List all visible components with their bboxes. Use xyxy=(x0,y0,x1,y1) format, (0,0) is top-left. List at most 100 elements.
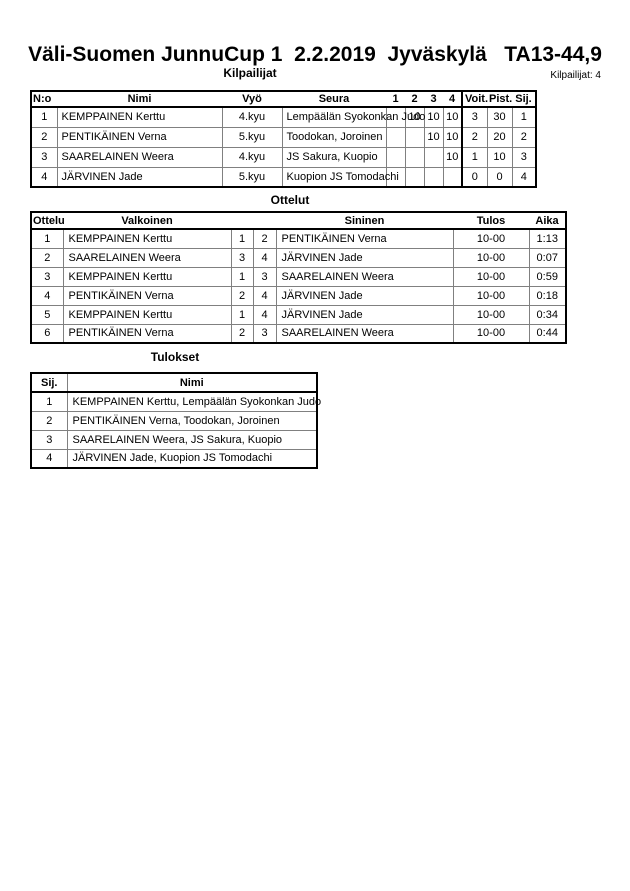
header-round-1: 1 xyxy=(386,91,405,108)
competitors-count-label: Kilpailijat: 4 xyxy=(550,70,601,81)
table-row: 4 PENTIKÄINEN Verna 2 4 JÄRVINEN Jade 10-00 0:… xyxy=(30,285,567,306)
header-sij: Sij. xyxy=(30,373,68,393)
cell-voit: 0 xyxy=(461,166,488,188)
table-header-row: N:o Nimi Vyö Seura 1 2 3 4 Voit. Pist. S… xyxy=(31,91,536,108)
table-row: 5 KEMPPAINEN Kerttu 1 4 JÄRVINEN Jade 10-00 0:… xyxy=(30,304,567,325)
cell-pist: 0 xyxy=(486,166,513,188)
cell-r3: 10 xyxy=(423,126,444,148)
table-row: 6 PENTIKÄINEN Verna 2 3 SAARELAINEN Weera 10-… xyxy=(30,323,567,344)
cell-bnum: 3 xyxy=(252,266,277,287)
cell-sij: 2 xyxy=(30,410,68,431)
cell-valkoinen: KEMPPAINEN Kerttu xyxy=(62,304,232,325)
cell-bnum: 3 xyxy=(252,323,277,344)
cell-no: 4 xyxy=(30,166,58,188)
cell-valkoinen: KEMPPAINEN Kerttu xyxy=(62,228,232,249)
cell-r2 xyxy=(404,126,425,148)
cell-wnum: 2 xyxy=(230,323,254,344)
header-voit: Voit. xyxy=(461,91,488,108)
cell-wnum: 1 xyxy=(230,304,254,325)
cell-r1 xyxy=(385,126,406,148)
cell-tulos: 10-00 xyxy=(452,228,530,249)
table-row: 1 KEMPPAINEN Kerttu 1 2 PENTIKÄINEN Verna 10-… xyxy=(30,228,567,249)
cell-ottelu: 3 xyxy=(30,266,64,287)
cell-bnum: 4 xyxy=(252,304,277,325)
competitors-table: N:o Nimi Vyö Seura 1 2 3 4 Voit. Pist. S… xyxy=(30,90,537,188)
header-tulos: Tulos xyxy=(453,212,529,230)
cell-nimi: PENTIKÄINEN Verna, Toodokan, Joroinen xyxy=(66,410,318,431)
header-aika: Aika xyxy=(529,212,566,230)
cell-no: 2 xyxy=(30,126,58,148)
cell-bnum: 2 xyxy=(252,228,277,249)
cell-aika: 0:59 xyxy=(528,266,567,287)
table-row: 3 SAARELAINEN Weera 4.kyu JS Sakura, Kuopio… xyxy=(30,146,537,168)
cell-vyo: 5.kyu xyxy=(221,126,283,148)
cell-aika: 0:18 xyxy=(528,285,567,306)
cell-nimi: SAARELAINEN Weera, JS Sakura, Kuopio xyxy=(66,429,318,450)
cell-sij: 3 xyxy=(511,146,537,168)
cell-valkoinen: SAARELAINEN Weera xyxy=(62,247,232,268)
section-title-tulokset: Tulokset xyxy=(150,350,200,364)
header-vyo: Vyö xyxy=(222,91,282,108)
cell-sij: 4 xyxy=(30,448,68,469)
table-row: 3 SAARELAINEN Weera, JS Sakura, Kuopio xyxy=(30,429,318,450)
cell-aika: 0:44 xyxy=(528,323,567,344)
cell-nimi: KEMPPAINEN Kerttu, Lempäälän Syokonkan J… xyxy=(66,391,321,412)
cell-r2 xyxy=(404,166,425,188)
cell-voit: 1 xyxy=(461,146,488,168)
cell-pist: 20 xyxy=(486,126,513,148)
section-title-ottelut: Ottelut xyxy=(270,193,310,207)
cell-seura: JS Sakura, Kuopio xyxy=(281,146,387,168)
table-row: 2 SAARELAINEN Weera 3 4 JÄRVINEN Jade 10-00 0:… xyxy=(30,247,567,268)
cell-ottelu: 6 xyxy=(30,323,64,344)
header-ottelu: Ottelu xyxy=(31,212,65,230)
cell-r4: 10 xyxy=(442,126,463,148)
cell-nimi: SAARELAINEN Weera xyxy=(56,146,223,168)
cell-sininen: JÄRVINEN Jade xyxy=(275,304,454,325)
cell-sininen: PENTIKÄINEN Verna xyxy=(275,228,454,249)
cell-tulos: 10-00 xyxy=(452,285,530,306)
cell-r3: 10 xyxy=(423,106,444,128)
cell-aika: 1:13 xyxy=(528,228,567,249)
table-header-row: Ottelu Valkoinen Sininen Tulos Aika xyxy=(31,212,566,230)
cell-r2 xyxy=(404,146,425,168)
matches-table: Ottelu Valkoinen Sininen Tulos Aika 1 KEM… xyxy=(30,211,567,344)
section-title-kilpailijat: Kilpailijat xyxy=(223,66,277,80)
cell-r3 xyxy=(423,166,444,188)
header-valkoinen: Valkoinen xyxy=(63,212,231,230)
cell-nimi: KEMPPAINEN Kerttu xyxy=(56,106,223,128)
header-pist: Pist. xyxy=(487,91,513,108)
cell-tulos: 10-00 xyxy=(452,266,530,287)
cell-aika: 0:34 xyxy=(528,304,567,325)
cell-tulos: 10-00 xyxy=(452,247,530,268)
cell-ottelu: 1 xyxy=(30,228,64,249)
cell-wnum: 3 xyxy=(230,247,254,268)
cell-tulos: 10-00 xyxy=(452,304,530,325)
cell-bnum: 4 xyxy=(252,247,277,268)
cell-ottelu: 5 xyxy=(30,304,64,325)
cell-sininen: SAARELAINEN Weera xyxy=(275,323,454,344)
table-row: 3 KEMPPAINEN Kerttu 1 3 SAARELAINEN Weera 10-… xyxy=(30,266,567,287)
cell-pist: 10 xyxy=(486,146,513,168)
table-row: 2 PENTIKÄINEN Verna 5.kyu Toodokan, Joroine… xyxy=(30,126,537,148)
header-round-3: 3 xyxy=(424,91,443,108)
cell-sij: 2 xyxy=(511,126,537,148)
header-seura: Seura xyxy=(282,91,386,108)
cell-vyo: 4.kyu xyxy=(221,106,283,128)
header-nimi: Nimi xyxy=(66,373,318,393)
cell-valkoinen: PENTIKÄINEN Verna xyxy=(62,285,232,306)
header-nimi: Nimi xyxy=(57,91,222,108)
cell-voit: 2 xyxy=(461,126,488,148)
cell-vyo: 4.kyu xyxy=(221,146,283,168)
table-row: 2 PENTIKÄINEN Verna, Toodokan, Joroinen xyxy=(30,410,318,431)
cell-seura: Kuopion JS Tomodachi xyxy=(281,166,399,188)
cell-sij: 1 xyxy=(511,106,537,128)
cell-nimi: JÄRVINEN Jade xyxy=(56,166,223,188)
header-no: N:o xyxy=(31,91,57,108)
page-title: Väli-Suomen JunnuCup 1 2.2.2019 Jyväskyl… xyxy=(28,43,602,66)
cell-wnum: 1 xyxy=(230,228,254,249)
cell-sij: 4 xyxy=(511,166,537,188)
cell-seura: Toodokan, Joroinen xyxy=(281,126,387,148)
cell-wnum: 1 xyxy=(230,266,254,287)
cell-wnum: 2 xyxy=(230,285,254,306)
cell-ottelu: 4 xyxy=(30,285,64,306)
